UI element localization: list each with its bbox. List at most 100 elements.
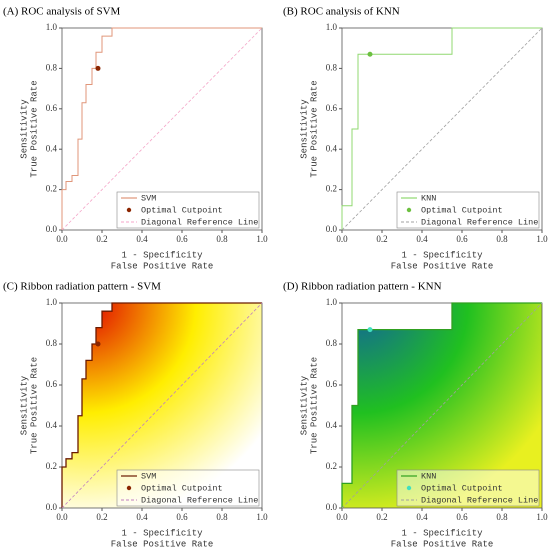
y-tick-label: 1.0 [326, 22, 338, 32]
x-axis-label: False Positive Rate [391, 261, 494, 271]
y-axis-label: True Positive Rate [29, 357, 39, 454]
x-axis-label: False Positive Rate [111, 539, 214, 549]
y-tick-label: 0.8 [46, 62, 58, 72]
legend-box [396, 469, 540, 507]
chart-title: (C) Ribbon radiation pattern - SVM [3, 281, 161, 293]
legend-label: KNN [421, 193, 436, 203]
y-tick-label: 0.8 [46, 338, 58, 348]
x-axis-label: False Positive Rate [111, 261, 214, 271]
legend-swatch [126, 207, 132, 213]
x-tick-label: 0.0 [336, 234, 348, 244]
x-axis-label: 1 - Specificity [121, 250, 203, 260]
y-tick-label: 0.6 [46, 103, 58, 113]
x-tick-label: 0.4 [416, 234, 428, 244]
panel: (D) Ribbon radiation pattern - KNN 0.0 0.2… [283, 281, 548, 549]
x-tick-label: 1.0 [536, 234, 548, 244]
legend-label: SVM [141, 193, 156, 203]
chart-title: (A) ROC analysis of SVM [3, 6, 121, 18]
y-tick-label: 0.0 [326, 502, 338, 512]
legend-label: Diagonal Reference Line [421, 495, 538, 505]
y-axis-label: Sensitivity [19, 375, 29, 435]
panel: (A) ROC analysis of SVM 0.0 0.2 0.4 0.6 0.8 1.… [3, 6, 268, 272]
y-tick-label: 0.4 [326, 420, 338, 430]
y-axis-label: True Positive Rate [309, 357, 319, 454]
chart-title: (B) ROC analysis of KNN [283, 6, 400, 18]
x-tick-label: 0.2 [96, 234, 107, 244]
legend-label: SVM [141, 471, 156, 481]
x-axis-label: 1 - Specificity [121, 528, 203, 538]
x-tick-label: 0.4 [136, 234, 148, 244]
y-tick-label: 0.2 [46, 184, 57, 194]
roc-curve [61, 27, 262, 230]
optimal-cutpoint [367, 327, 373, 333]
legend-box [116, 191, 260, 229]
legend-box [396, 191, 540, 229]
y-tick-label: 0.0 [326, 224, 338, 234]
y-axis-label: Sensitivity [19, 99, 29, 159]
panel: (C) Ribbon radiation pattern - SVM 0.0 0.2… [3, 281, 268, 549]
legend-label: Diagonal Reference Line [141, 217, 258, 227]
optimal-cutpoint [95, 65, 101, 71]
legend-label: Diagonal Reference Line [141, 495, 258, 505]
chart-title: (D) Ribbon radiation pattern - KNN [283, 281, 442, 293]
x-tick-label: 0.2 [96, 512, 107, 522]
x-tick-label: 1.0 [256, 234, 268, 244]
y-tick-label: 0.4 [326, 143, 338, 153]
x-tick-label: 0.4 [416, 512, 428, 522]
y-tick-label: 0.8 [326, 62, 338, 72]
x-axis-label: 1 - Specificity [401, 250, 483, 260]
diagonal-line [61, 27, 263, 231]
y-tick-label: 0.6 [46, 379, 58, 389]
y-axis-label: Sensitivity [299, 99, 309, 159]
y-axis-label: Sensitivity [299, 375, 309, 435]
x-tick-label: 0.6 [456, 234, 468, 244]
y-axis-label: True Positive Rate [309, 80, 319, 177]
x-axis-label: False Positive Rate [391, 539, 494, 549]
x-tick-label: 0.0 [56, 234, 68, 244]
y-tick-label: 0.0 [46, 502, 58, 512]
roc-curve [341, 302, 542, 508]
y-tick-label: 1.0 [326, 297, 338, 307]
x-tick-label: 0.6 [176, 234, 188, 244]
x-tick-label: 0.8 [216, 512, 228, 522]
legend-label: Diagonal Reference Line [421, 217, 538, 227]
x-axis-label: 1 - Specificity [401, 528, 483, 538]
x-tick-label: 0.0 [56, 512, 68, 522]
y-tick-label: 0.0 [46, 224, 58, 234]
legend-label: Optimal Cutpoint [141, 483, 223, 493]
x-tick-label: 1.0 [256, 512, 268, 522]
optimal-cutpoint [95, 341, 101, 347]
x-tick-label: 0.8 [216, 234, 228, 244]
legend-box [116, 469, 260, 507]
x-tick-label: 0.4 [136, 512, 148, 522]
roc-curve [61, 302, 262, 508]
legend-label: Optimal Cutpoint [141, 205, 223, 215]
y-tick-label: 0.4 [46, 420, 58, 430]
x-tick-label: 0.8 [496, 512, 508, 522]
y-axis-label: True Positive Rate [29, 80, 39, 177]
x-tick-label: 0.6 [456, 512, 468, 522]
diagonal-line [341, 27, 543, 231]
legend-swatch [126, 485, 132, 491]
diagonal-line [341, 302, 543, 509]
y-tick-label: 0.8 [326, 338, 338, 348]
x-tick-label: 1.0 [536, 512, 548, 522]
y-tick-label: 0.2 [46, 461, 57, 471]
legend-label: Optimal Cutpoint [421, 483, 503, 493]
y-tick-label: 0.4 [46, 143, 58, 153]
panel: (B) ROC analysis of KNN 0.0 0.2 0.4 0.6 0.8 1.… [283, 6, 548, 272]
plot-frame [341, 27, 543, 231]
plot-frame [341, 302, 543, 509]
legend-label: KNN [421, 471, 436, 481]
x-tick-label: 0.2 [376, 512, 387, 522]
legend-swatch [406, 485, 412, 491]
x-tick-label: 0.2 [376, 234, 387, 244]
optimal-cutpoint [367, 51, 373, 57]
x-tick-label: 0.0 [336, 512, 348, 522]
y-tick-label: 0.2 [326, 184, 337, 194]
x-tick-label: 0.6 [176, 512, 188, 522]
y-tick-label: 0.2 [326, 461, 337, 471]
roc-curve [341, 27, 542, 230]
y-tick-label: 1.0 [46, 297, 58, 307]
